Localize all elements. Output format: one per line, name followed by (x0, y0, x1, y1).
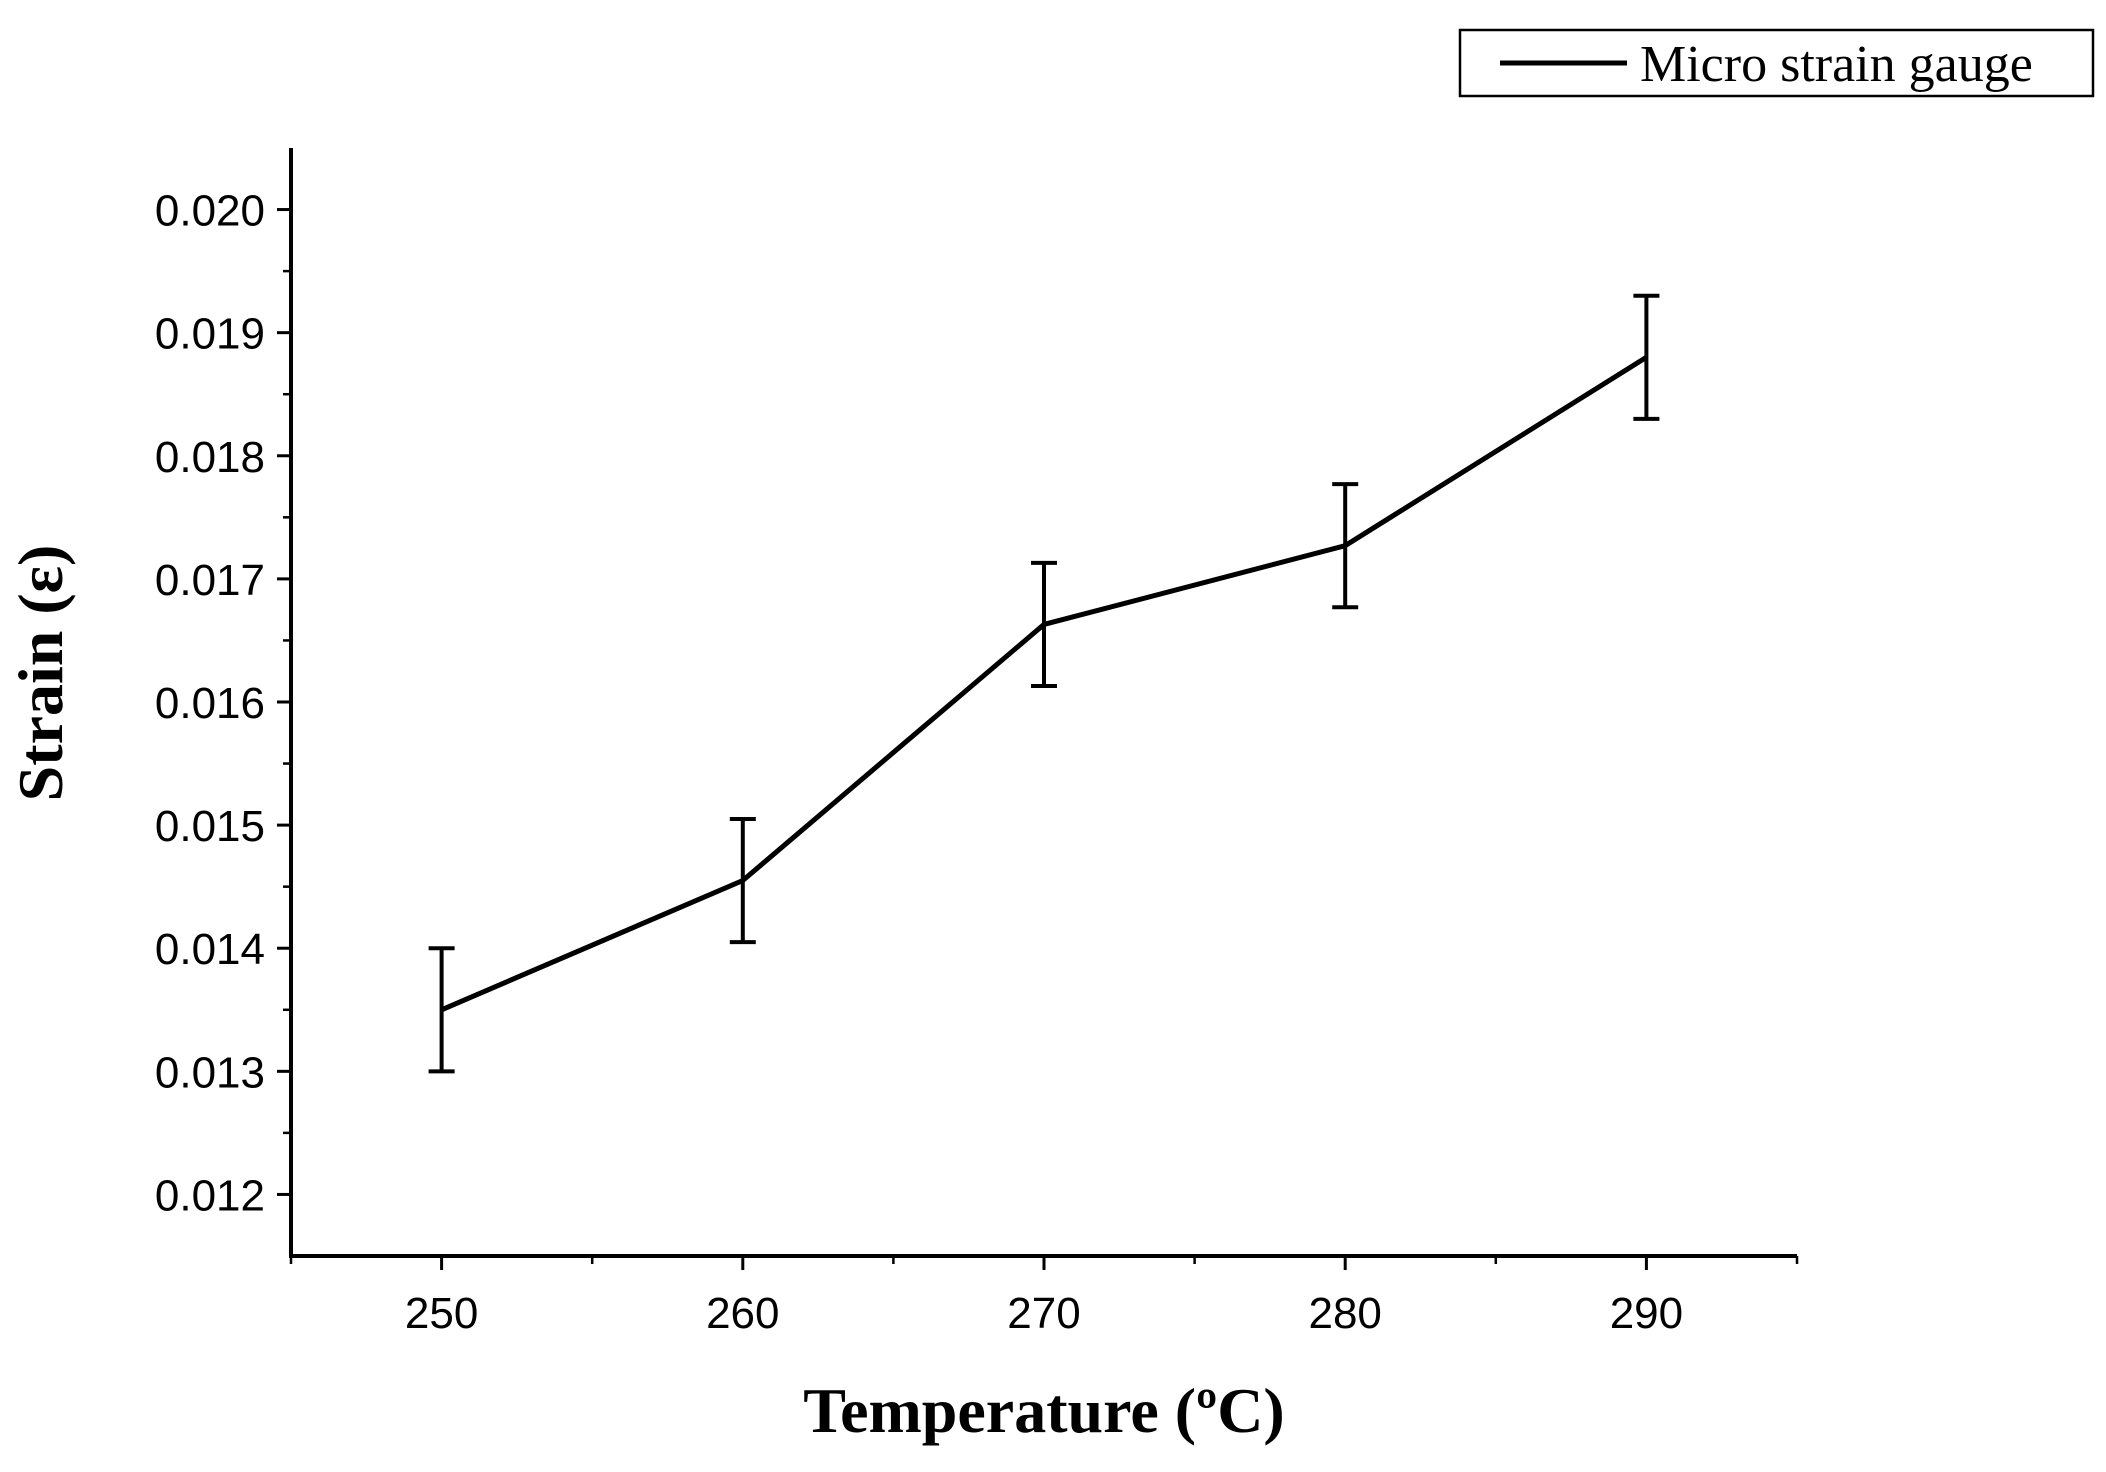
y-tick-label: 0.019 (155, 310, 265, 359)
x-tick-label: 280 (1308, 1289, 1381, 1338)
y-tick-label: 0.012 (155, 1171, 265, 1220)
legend: Micro strain gauge (1458, 28, 2095, 98)
y-tick-label: 0.020 (155, 187, 265, 236)
x-tick-label: 290 (1610, 1289, 1683, 1338)
x-tick-label: 260 (706, 1289, 779, 1338)
y-tick-label: 0.014 (155, 925, 265, 974)
ticks: 0.012 0.013 0.014 0.015 0.016 0.017 0.018 0.019… (155, 187, 1799, 1338)
legend-box (1458, 28, 2095, 98)
y-tick-label: 0.015 (155, 802, 265, 851)
y-tick-label: 0.013 (155, 1048, 265, 1097)
x-tick-label: 250 (405, 1289, 478, 1338)
y-tick-label: 0.017 (155, 556, 265, 605)
error-bars (428, 293, 1660, 1074)
legend-label: Micro strain gauge (1640, 36, 2033, 93)
y-axis-title: Strain (ε) (5, 545, 76, 802)
x-tick-label: 270 (1007, 1289, 1080, 1338)
y-tick-label: 0.016 (155, 679, 265, 728)
x-axis-title: Temperature (ºC) (803, 1375, 1284, 1446)
y-tick-label: 0.018 (155, 433, 265, 482)
series-lines (440, 355, 1648, 1013)
series-line (440, 355, 1648, 1013)
